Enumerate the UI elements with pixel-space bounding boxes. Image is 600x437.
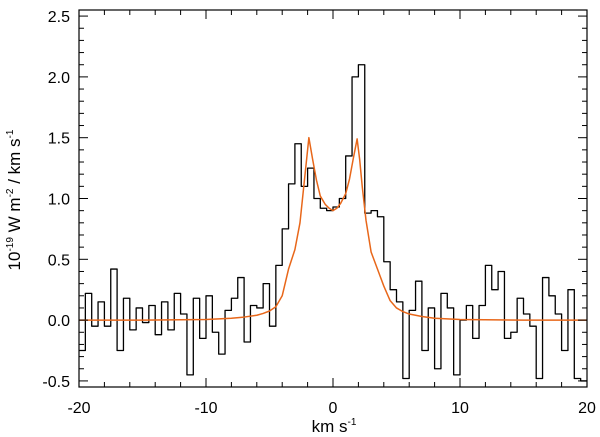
y-tick-label: 1.5: [48, 131, 70, 148]
y-tick-label: 2.5: [48, 9, 70, 26]
y-tick-labels: -0.5 0.0 0.5 1.0 1.5 2.0 2.5: [42, 9, 70, 391]
observed-spectrum-line: [79, 64, 587, 382]
y-tick-label: -0.5: [42, 374, 70, 391]
y-tick-label: 0.5: [48, 252, 70, 269]
y-tick-label: 2.0: [48, 70, 70, 87]
data-layer: [79, 64, 587, 382]
x-axis-title: km s-1: [312, 417, 357, 436]
x-tick-label: 0: [329, 400, 338, 417]
y-axis-title: 10-19 W m-2 / km s-1: [5, 129, 24, 270]
model-fit-line: [79, 136, 587, 321]
y-tick-label: 1.0: [48, 192, 70, 209]
x-tick-label: 10: [451, 400, 469, 417]
x-tick-label: -20: [67, 400, 90, 417]
y-tick-label: 0.0: [48, 313, 70, 330]
x-tick-label: 20: [578, 400, 596, 417]
x-tick-label: -10: [194, 400, 217, 417]
x-tick-labels: -20 -10 0 10 20: [67, 400, 596, 417]
ticks-layer: [78, 10, 588, 387]
